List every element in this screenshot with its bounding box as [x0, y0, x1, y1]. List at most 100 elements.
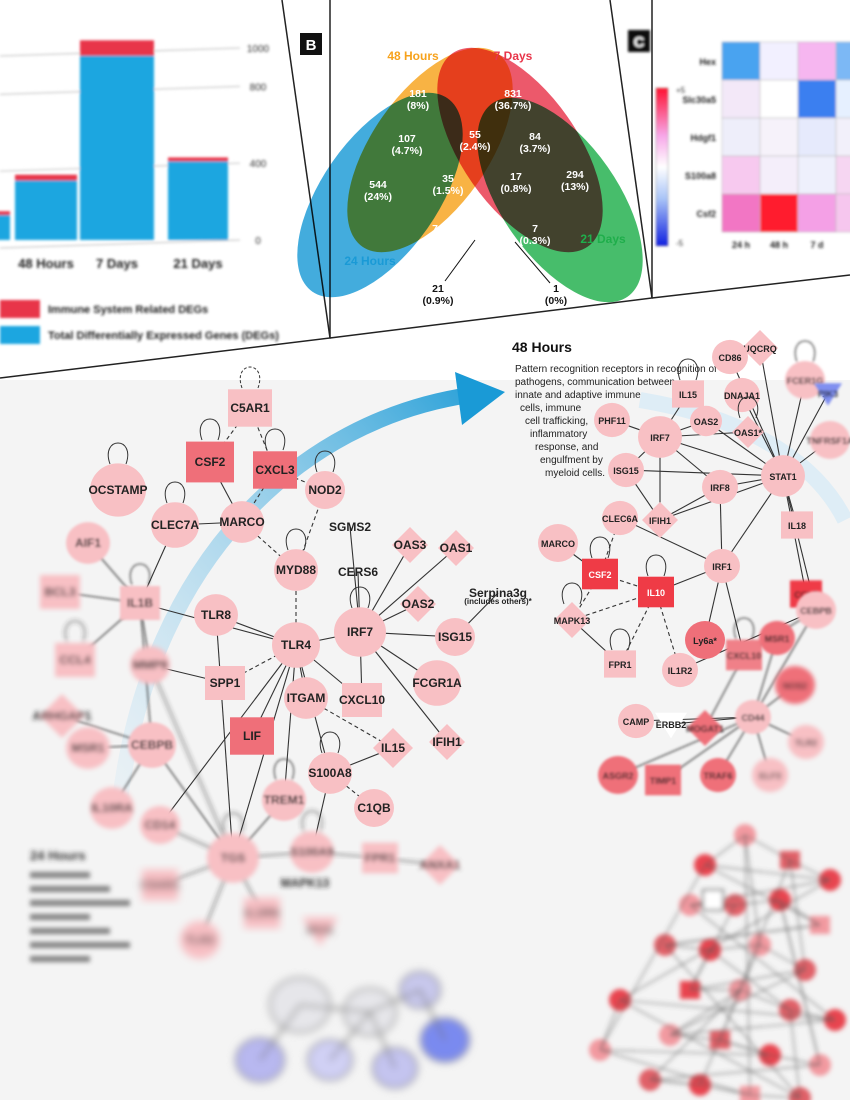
region-count: 55 — [469, 129, 481, 141]
gene-node-il15: IL15 — [373, 728, 413, 768]
network-bottom-blurred — [235, 824, 846, 1100]
gene-node-itgam: ITGAM — [284, 677, 328, 719]
node-shape — [645, 764, 681, 796]
blurred-text-line — [30, 886, 110, 892]
gene-node-cxcl10: CXCL10 — [339, 683, 385, 717]
region-percent: (1.5%) — [433, 185, 464, 197]
gene-node-phf11: PHF11 — [594, 402, 630, 438]
heatmap-cell — [721, 155, 761, 195]
node-label: TLR4 — [281, 638, 311, 652]
region-percent: (0.2%) — [470, 217, 501, 229]
blurred-cluster-left — [235, 971, 470, 1089]
gene-node-il18: IL18 — [781, 511, 813, 539]
self-loop — [349, 586, 371, 609]
node-shape — [598, 756, 638, 794]
node-shape — [186, 441, 234, 483]
blurred-edge — [789, 859, 806, 971]
gene-node-dnaja1: DNAJA1 — [724, 377, 760, 413]
node-shape — [262, 779, 306, 821]
node-shape — [130, 646, 170, 684]
network-description-line: pathogens, communication between — [515, 377, 675, 388]
bar-total — [80, 55, 154, 241]
blurred-edge — [704, 834, 746, 866]
gene-node-fcer1g: FCER1G — [785, 340, 825, 399]
bar-immune — [168, 157, 228, 162]
gene-node-clec7a: CLEC7A — [151, 481, 199, 548]
region-percent: (0.9%) — [423, 295, 454, 307]
node-label: S100A8 — [308, 766, 352, 780]
panel-letter: B — [306, 37, 317, 54]
node-shape — [690, 405, 722, 437]
gene-node-ifih1: IFIH1 — [429, 724, 465, 760]
self-loop — [199, 418, 221, 441]
gene-node-trem1: TREM1 — [262, 758, 306, 821]
network-description-line: Pattern recognition receptors in recogni… — [515, 364, 717, 375]
self-loop — [609, 628, 631, 651]
gene-node-uqcrq: UQCRQ — [742, 330, 778, 366]
legend-label-total: Total Differentially Expressed Genes (DE… — [48, 330, 279, 342]
node-shape — [180, 921, 220, 959]
region-count: 831 — [504, 88, 522, 100]
heatmap-cell — [759, 79, 799, 119]
arrow-head-icon — [455, 372, 505, 425]
region-count: 74 — [432, 223, 444, 235]
node-label: ARHGAP1 — [33, 709, 92, 723]
gene-node-csf2: CSF2 — [582, 536, 618, 590]
node-label: ITGAM — [287, 691, 326, 705]
self-loop — [737, 396, 759, 419]
network-edge — [635, 716, 754, 725]
node-label: TLR2 — [795, 738, 818, 748]
node-shape — [554, 602, 590, 638]
node-shape — [120, 586, 160, 620]
gene-node-marco: MARCO — [538, 524, 578, 562]
node-shape — [140, 806, 180, 844]
node-label: ISG15 — [438, 630, 472, 644]
gene-node-sgms2: SGMS2 — [329, 520, 371, 534]
y-tick-label: 1000 — [247, 44, 270, 55]
network-nodes: C5AR1 CSF2 CXCL3 NOD2 OCSTAMP CLEC7A MARCO SGMS… — [33, 366, 527, 959]
node-shape — [604, 650, 636, 678]
node-label: MSR1 — [764, 634, 789, 644]
node-label: MOGAT1 — [686, 724, 724, 734]
blurred-edge — [619, 999, 836, 1021]
node-label: TLR8 — [201, 608, 231, 622]
node-label: CLEC6A — [602, 514, 639, 524]
node-shape — [90, 787, 134, 829]
region-percent: (3.7%) — [520, 143, 551, 155]
node-label: CD14 — [145, 818, 176, 832]
region-count: 7 — [485, 257, 491, 269]
blurred-edge — [779, 899, 821, 1066]
gene-node-c5ar1: C5AR1 — [228, 366, 272, 427]
x-tick-label: 21 Days — [173, 256, 222, 271]
node-label: OAS2 — [402, 597, 435, 611]
node-shape — [687, 710, 723, 746]
gene-node-lif: LIF — [230, 717, 274, 755]
node-label: C1QB — [357, 801, 391, 815]
node-label: STAT1 — [769, 472, 796, 482]
blurred-edge — [619, 879, 831, 1001]
node-label: OAS2 — [694, 417, 719, 427]
region-percent: (0%) — [545, 295, 567, 307]
blurred-edge — [419, 989, 446, 1041]
node-label: CXCL10 — [727, 651, 762, 661]
node-shape — [290, 831, 334, 873]
gene-node-serpina: Serpina3g — [469, 586, 527, 600]
gene-node-spp1: SPP1 — [205, 666, 245, 700]
node-label: S100A9 — [290, 845, 334, 859]
node-shape — [702, 469, 738, 505]
node-label: CD44 — [741, 713, 764, 723]
blurred-edge — [689, 949, 711, 991]
bar-total — [0, 215, 10, 240]
node-shape — [796, 591, 836, 629]
node-label: AIF1 — [75, 536, 101, 550]
blurred-edge — [599, 1049, 771, 1056]
node-label: TNFRSF1A — [807, 436, 850, 446]
node-shape — [759, 620, 795, 656]
node-shape — [435, 618, 475, 656]
blurred-edge — [669, 969, 806, 1036]
blurred-edge — [599, 864, 706, 1051]
node-shape — [244, 897, 280, 929]
region-percent: (36.7%) — [495, 100, 532, 112]
